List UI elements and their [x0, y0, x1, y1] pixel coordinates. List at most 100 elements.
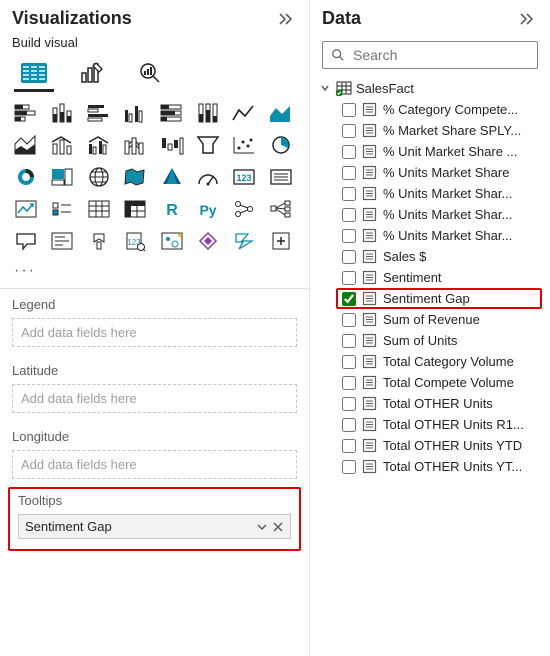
viz-power-automate-icon[interactable]	[228, 226, 260, 256]
field-item[interactable]: % Units Market Share	[318, 162, 546, 183]
viz-azure-map-icon[interactable]	[156, 162, 188, 192]
field-checkbox[interactable]	[342, 271, 356, 285]
viz-line-stacked-column-icon[interactable]	[46, 130, 78, 160]
measure-icon	[362, 438, 377, 453]
field-checkbox[interactable]	[342, 229, 356, 243]
field-item[interactable]: Total Category Volume	[318, 351, 546, 372]
viz-stacked-bar-icon[interactable]	[10, 98, 42, 128]
well-latitude: Latitude Add data fields here	[0, 355, 309, 421]
viz-100-stacked-column-icon[interactable]	[192, 98, 224, 128]
well-latitude-label: Latitude	[12, 363, 297, 378]
field-item[interactable]: Sum of Revenue	[318, 309, 546, 330]
viz-card-icon[interactable]: 123	[228, 162, 260, 192]
viz-qa-icon[interactable]	[10, 226, 42, 256]
viz-line-icon[interactable]	[228, 98, 260, 128]
viz-filled-map-icon[interactable]	[119, 162, 151, 192]
field-item[interactable]: % Market Share SPLY...	[318, 120, 546, 141]
chevron-down-icon[interactable]	[256, 521, 268, 533]
field-item[interactable]: Total OTHER Units YT...	[318, 456, 546, 477]
field-item[interactable]: Sentiment	[318, 267, 546, 288]
viz-smart-narrative-icon[interactable]	[46, 226, 78, 256]
viz-clustered-column-icon[interactable]	[119, 98, 151, 128]
field-checkbox[interactable]	[342, 355, 356, 369]
viz-gauge-icon[interactable]	[192, 162, 224, 192]
viz-line-clustered-column-icon[interactable]	[83, 130, 115, 160]
search-input[interactable]	[322, 41, 538, 69]
field-checkbox[interactable]	[342, 145, 356, 159]
collapse-data-button[interactable]	[516, 11, 538, 27]
field-item[interactable]: % Units Market Shar...	[318, 225, 546, 246]
viz-kpi-icon[interactable]	[10, 194, 42, 224]
well-tooltips-label: Tooltips	[18, 493, 291, 508]
viz-scatter-icon[interactable]	[228, 130, 260, 160]
viz-arcgis-icon[interactable]	[156, 226, 188, 256]
viz-decomposition-tree-icon[interactable]	[265, 194, 297, 224]
field-checkbox[interactable]	[342, 460, 356, 474]
field-checkbox[interactable]	[342, 208, 356, 222]
field-checkbox[interactable]	[342, 292, 356, 306]
field-checkbox[interactable]	[342, 439, 356, 453]
field-item[interactable]: % Unit Market Share ...	[318, 141, 546, 162]
field-checkbox[interactable]	[342, 397, 356, 411]
field-item[interactable]: Total OTHER Units	[318, 393, 546, 414]
field-label: % Units Market Share	[383, 165, 544, 180]
chevron-down-icon	[320, 83, 332, 93]
viz-python-icon[interactable]: Py	[192, 194, 224, 224]
field-checkbox[interactable]	[342, 250, 356, 264]
field-item[interactable]: Sum of Units	[318, 330, 546, 351]
viz-pie-icon[interactable]	[265, 130, 297, 160]
field-checkbox[interactable]	[342, 187, 356, 201]
viz-waterfall-icon[interactable]	[156, 130, 188, 160]
field-checkbox[interactable]	[342, 313, 356, 327]
viz-area-icon[interactable]	[265, 98, 297, 128]
viz-get-more-icon[interactable]	[265, 226, 297, 256]
viz-stacked-column-icon[interactable]	[46, 98, 78, 128]
measure-icon	[362, 144, 377, 159]
viz-goals-icon[interactable]	[83, 226, 115, 256]
field-item[interactable]: Total OTHER Units YTD	[318, 435, 546, 456]
viz-more-button[interactable]: ···	[0, 260, 309, 288]
field-item[interactable]: % Units Market Shar...	[318, 204, 546, 225]
viz-key-influencers-icon[interactable]	[228, 194, 260, 224]
viz-ribbon-icon[interactable]	[119, 130, 151, 160]
field-checkbox[interactable]	[342, 376, 356, 390]
well-longitude-drop[interactable]: Add data fields here	[12, 450, 297, 479]
field-checkbox[interactable]	[342, 334, 356, 348]
viz-r-icon[interactable]: R	[156, 194, 188, 224]
well-latitude-drop[interactable]: Add data fields here	[12, 384, 297, 413]
field-item[interactable]: % Category Compete...	[318, 99, 546, 120]
viz-matrix-icon[interactable]	[119, 194, 151, 224]
viz-100-stacked-bar-icon[interactable]	[156, 98, 188, 128]
viz-funnel-icon[interactable]	[192, 130, 224, 160]
field-item[interactable]: Total Compete Volume	[318, 372, 546, 393]
well-tooltips-item[interactable]: Sentiment Gap	[18, 514, 291, 539]
build-tab-format[interactable]	[76, 58, 108, 88]
visualizations-pane: Visualizations Build visual	[0, 0, 310, 656]
viz-clustered-bar-icon[interactable]	[83, 98, 115, 128]
measure-icon	[362, 459, 377, 474]
viz-multirow-card-icon[interactable]	[265, 162, 297, 192]
table-salesfact[interactable]: SalesFact	[318, 77, 546, 99]
viz-donut-icon[interactable]	[10, 162, 42, 192]
viz-stacked-area-icon[interactable]	[10, 130, 42, 160]
field-label: Sales $	[383, 249, 544, 264]
field-checkbox[interactable]	[342, 166, 356, 180]
field-checkbox[interactable]	[342, 103, 356, 117]
field-checkbox[interactable]	[342, 418, 356, 432]
field-checkbox[interactable]	[342, 124, 356, 138]
viz-power-apps-icon[interactable]	[192, 226, 224, 256]
viz-treemap-icon[interactable]	[46, 162, 78, 192]
viz-slicer-icon[interactable]	[46, 194, 78, 224]
field-item[interactable]: Total OTHER Units R1...	[318, 414, 546, 435]
viz-table-icon[interactable]	[83, 194, 115, 224]
build-tab-fields[interactable]	[18, 58, 50, 88]
viz-map-icon[interactable]	[83, 162, 115, 192]
build-tab-analytics[interactable]	[134, 58, 166, 88]
build-tabs	[0, 52, 309, 88]
remove-icon[interactable]	[272, 521, 284, 533]
field-item[interactable]: % Units Market Shar...	[318, 183, 546, 204]
well-legend-drop[interactable]: Add data fields here	[12, 318, 297, 347]
field-item[interactable]: Sales $	[318, 246, 546, 267]
viz-paginated-report-icon[interactable]: 123	[119, 226, 151, 256]
collapse-viz-button[interactable]	[275, 11, 297, 27]
